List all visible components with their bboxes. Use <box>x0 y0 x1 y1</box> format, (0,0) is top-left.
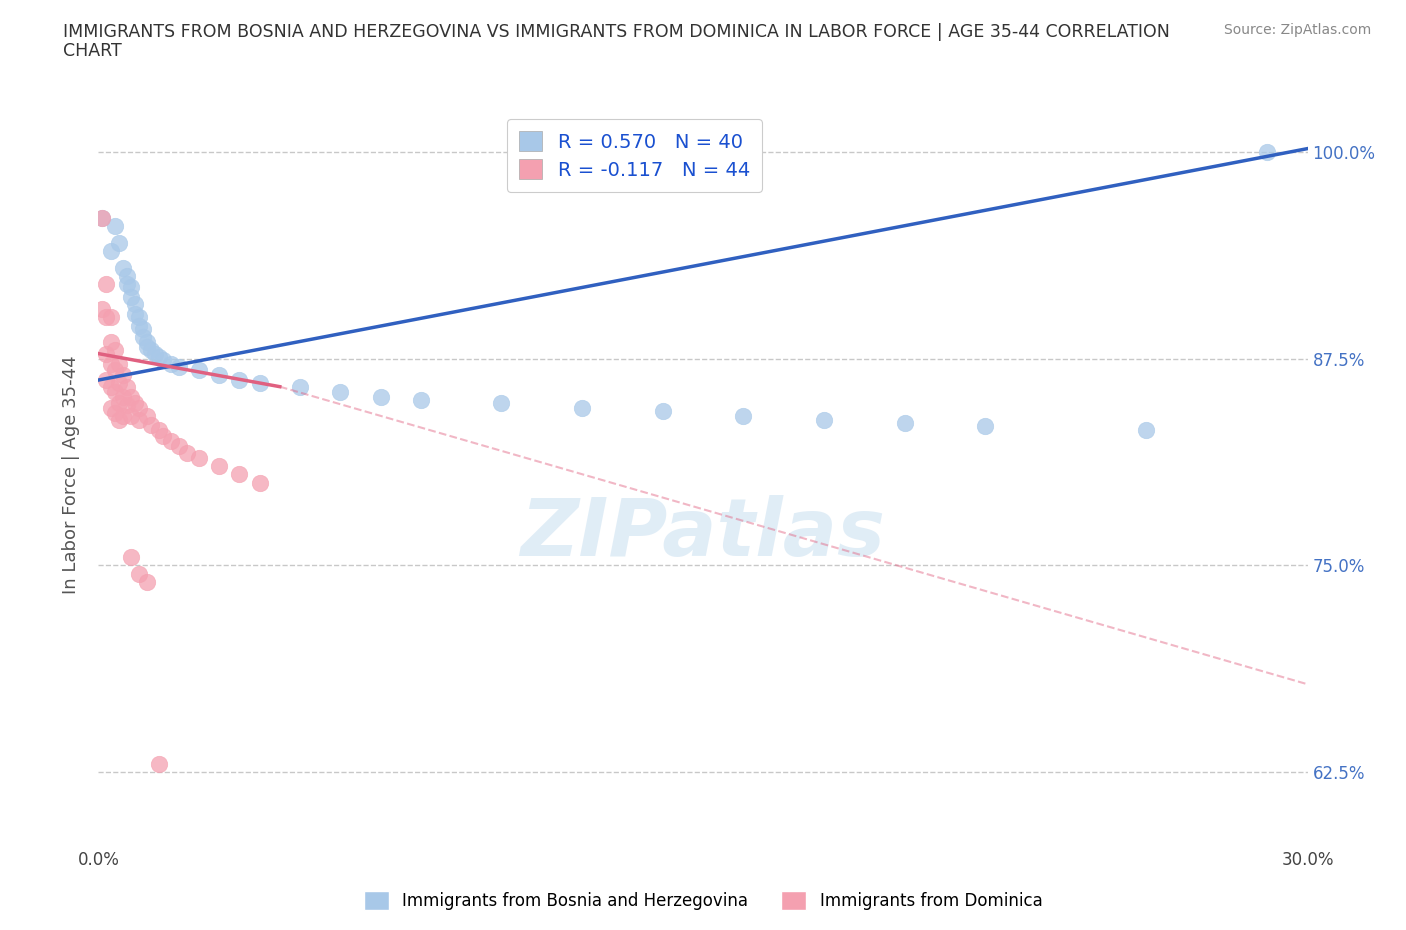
Point <box>228 373 250 388</box>
Point <box>249 376 271 391</box>
Point <box>100 356 122 371</box>
Point <box>128 566 150 581</box>
Point <box>974 418 997 433</box>
Point <box>167 439 190 454</box>
Point <box>103 384 125 399</box>
Point <box>148 350 170 365</box>
Point <box>1256 144 1278 159</box>
Point <box>107 376 129 391</box>
Point <box>96 346 118 361</box>
Point <box>111 367 134 382</box>
Point <box>107 235 129 250</box>
Point <box>167 359 190 374</box>
Point <box>91 210 114 225</box>
Point <box>107 396 129 411</box>
Point <box>139 418 162 432</box>
Point <box>148 756 170 771</box>
Point <box>107 356 129 371</box>
Point <box>188 450 211 465</box>
Point <box>96 277 118 292</box>
Point <box>111 389 134 404</box>
Point <box>100 401 122 416</box>
Text: CHART: CHART <box>63 42 122 60</box>
Point <box>132 322 155 337</box>
Point <box>120 409 142 424</box>
Point <box>135 575 157 590</box>
Point <box>160 356 183 371</box>
Point <box>176 445 198 460</box>
Point <box>152 352 174 367</box>
Point <box>143 346 166 361</box>
Point <box>103 343 125 358</box>
Point <box>100 244 122 259</box>
Point <box>208 458 231 473</box>
Point <box>288 379 311 394</box>
Point <box>120 280 142 295</box>
Point <box>124 307 146 322</box>
Point <box>893 416 915 431</box>
Point <box>120 290 142 305</box>
Point <box>100 310 122 325</box>
Point <box>103 363 125 378</box>
Point <box>813 412 835 427</box>
Point <box>115 379 138 394</box>
Point <box>132 329 155 344</box>
Point <box>111 409 134 424</box>
Point <box>733 409 755 424</box>
Point <box>208 367 231 382</box>
Point <box>651 404 673 418</box>
Point <box>115 277 138 292</box>
Point <box>107 412 129 427</box>
Legend: R = 0.570   N = 40, R = -0.117   N = 44: R = 0.570 N = 40, R = -0.117 N = 44 <box>508 119 762 192</box>
Point <box>152 429 174 444</box>
Point <box>188 363 211 378</box>
Point <box>1135 422 1157 437</box>
Point <box>96 373 118 388</box>
Point <box>139 343 162 358</box>
Legend: Immigrants from Bosnia and Herzegovina, Immigrants from Dominica: Immigrants from Bosnia and Herzegovina, … <box>357 884 1049 917</box>
Point <box>409 392 432 407</box>
Point <box>100 379 122 394</box>
Point <box>128 401 150 416</box>
Point <box>103 405 125 420</box>
Point <box>571 401 593 416</box>
Point <box>148 422 170 437</box>
Point <box>120 550 142 565</box>
Point <box>249 475 271 490</box>
Text: Source: ZipAtlas.com: Source: ZipAtlas.com <box>1223 23 1371 37</box>
Point <box>115 397 138 412</box>
Point <box>491 396 513 411</box>
Point <box>96 310 118 325</box>
Point <box>115 269 138 284</box>
Point <box>120 389 142 404</box>
Point <box>124 396 146 411</box>
Point <box>329 384 352 399</box>
Point <box>128 412 150 427</box>
Point <box>160 433 183 448</box>
Text: ZIPatlas: ZIPatlas <box>520 495 886 573</box>
Point <box>124 297 146 312</box>
Y-axis label: In Labor Force | Age 35-44: In Labor Force | Age 35-44 <box>62 355 80 593</box>
Text: IMMIGRANTS FROM BOSNIA AND HERZEGOVINA VS IMMIGRANTS FROM DOMINICA IN LABOR FORC: IMMIGRANTS FROM BOSNIA AND HERZEGOVINA V… <box>63 23 1170 41</box>
Point <box>135 339 157 354</box>
Point <box>111 260 134 275</box>
Point <box>135 335 157 350</box>
Point <box>128 310 150 325</box>
Point <box>103 219 125 233</box>
Point <box>100 335 122 350</box>
Point <box>91 210 114 225</box>
Point <box>370 389 392 404</box>
Point <box>135 409 157 424</box>
Point <box>128 318 150 333</box>
Point <box>228 467 250 482</box>
Point <box>91 301 114 316</box>
